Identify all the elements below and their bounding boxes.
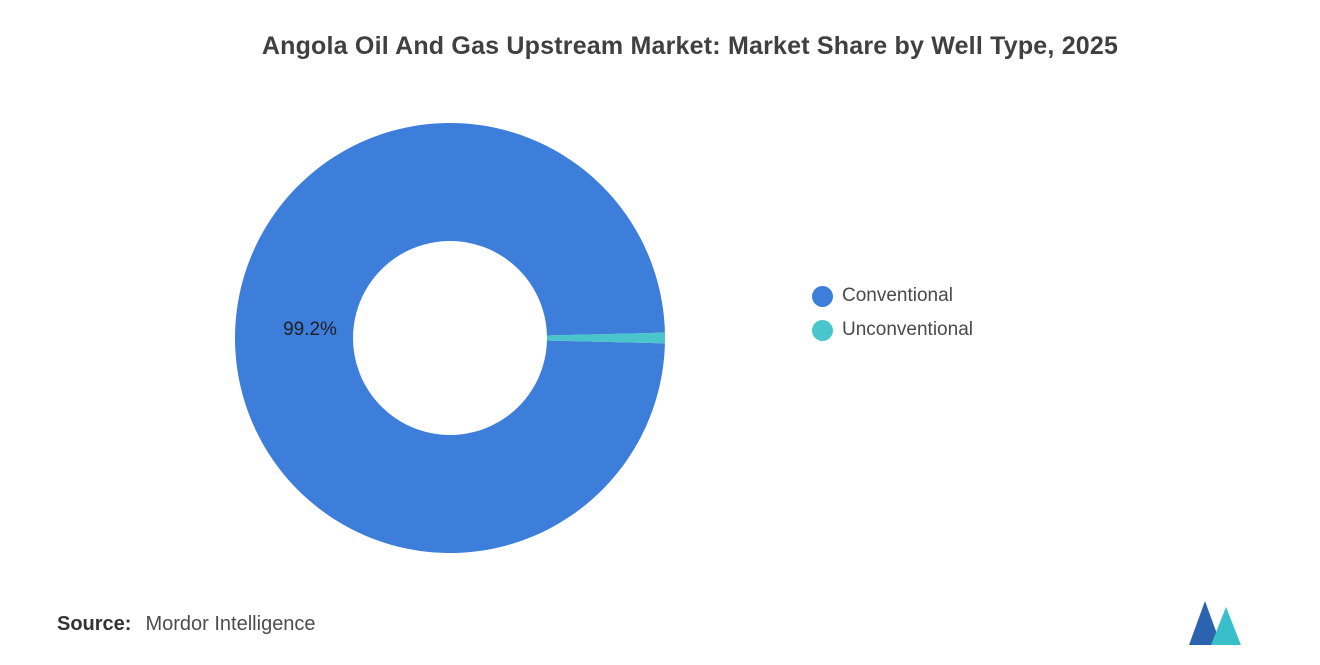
mordor-intelligence-logo: [1189, 601, 1241, 645]
page-title: Angola Oil And Gas Upstream Market: Mark…: [261, 32, 1119, 60]
source-line: Source: Mordor Intelligence: [57, 613, 316, 636]
legend-label-unconventional: Unconventional: [842, 319, 973, 340]
legend-label-conventional: Conventional: [842, 285, 953, 306]
legend-item-conventional: Conventional: [812, 285, 973, 307]
donut-chart-svg: [234, 123, 665, 553]
donut-slice-conventional: [234, 123, 665, 553]
legend-item-unconventional: Unconventional: [812, 319, 973, 341]
slice-data-label: 99.2%: [283, 319, 337, 340]
legend-marker-conventional-icon: [812, 285, 833, 307]
source-value: Mordor Intelligence: [145, 613, 316, 635]
donut-chart: 99.2%: [230, 118, 670, 558]
source-prefix-label: Source:: [57, 613, 132, 635]
donut-slice-unconventional: [546, 332, 665, 344]
chart-legend: Conventional Unconventional: [812, 285, 973, 353]
legend-marker-unconventional-icon: [812, 319, 833, 341]
